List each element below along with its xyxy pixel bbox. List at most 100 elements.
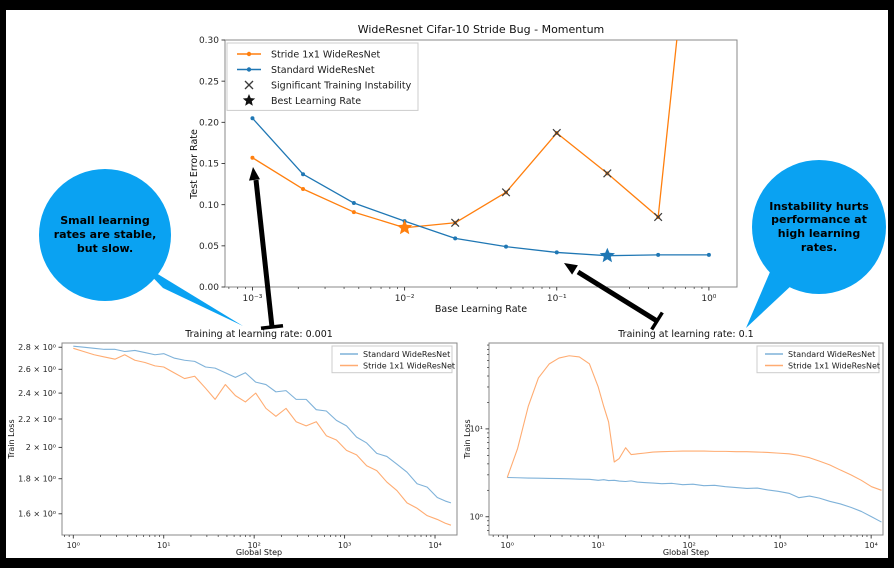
x-tick-label: 10⁻³ bbox=[243, 294, 263, 304]
y-tick-label: 2 × 10⁰ bbox=[26, 443, 56, 452]
bottom-right-chart: 10⁰ 10¹ 10² 10³ 10⁴ 10⁰ 10¹ Training at learnin… bbox=[463, 329, 884, 557]
y-tick-label: 10¹ bbox=[470, 425, 483, 434]
legend: Stride 1x1 WideResNet Standard WideResNet… bbox=[226, 42, 419, 111]
legend-dot-sample bbox=[246, 67, 252, 72]
x-tick-label: 10⁰ bbox=[701, 294, 716, 304]
data-point bbox=[453, 236, 458, 241]
y-tick-label: 1.6 × 10⁰ bbox=[18, 510, 56, 519]
axis-ticks: 10⁰ 10¹ 10² 10³ 10⁴ 1.6 × 10⁰ 1.8 × 10⁰ 2 × 10⁰… bbox=[18, 343, 442, 550]
y-tick-label: 0.00 bbox=[199, 283, 219, 293]
legend-star-sample bbox=[242, 94, 256, 106]
data-point bbox=[656, 252, 661, 257]
data-point bbox=[301, 187, 306, 192]
annotation-arrow-right bbox=[564, 263, 664, 331]
x-tick-label: 10⁰ bbox=[501, 541, 514, 550]
series-stride-1x1-wideresnet bbox=[73, 347, 452, 526]
data-point bbox=[554, 250, 559, 255]
y-tick-label: 0.10 bbox=[199, 201, 219, 211]
y-axis-label: Train Loss bbox=[7, 419, 16, 459]
series-standard-wideresnet bbox=[73, 345, 452, 504]
legend-x-sample bbox=[244, 80, 254, 90]
instability-x-marker bbox=[552, 128, 561, 138]
figure-canvas bbox=[6, 10, 888, 558]
callout-bubble-right: Instability hurts performance at high le… bbox=[752, 160, 886, 294]
x-tick-label: 10³ bbox=[338, 541, 351, 550]
y-axis-label: Test Error Rate bbox=[189, 129, 200, 200]
annotation-markers bbox=[397, 128, 663, 263]
instability-x-marker bbox=[653, 212, 663, 222]
callout-text-left: Small learning rates are stable, but slo… bbox=[53, 214, 157, 255]
x-tick-label: 10² bbox=[247, 541, 260, 550]
axis-ticks: 10⁻³ 10⁻² 10⁻¹ 10⁰ 0.00 0.05 0.10 0.15 0.20 0.25 0… bbox=[199, 36, 717, 304]
annotation-arrow-left bbox=[249, 167, 284, 331]
y-tick-label: 2.6 × 10⁰ bbox=[18, 365, 56, 374]
x-tick-label: 10¹ bbox=[592, 541, 605, 550]
y-axis-label: Train Loss bbox=[463, 419, 472, 459]
callout-tail-right bbox=[746, 272, 793, 328]
x-tick-label: 10³ bbox=[773, 541, 786, 550]
best-lr-star-marker bbox=[397, 219, 413, 235]
y-tick-label: 0.05 bbox=[199, 242, 219, 252]
series-stride-1x1-wideresnet bbox=[252, 40, 678, 229]
legend-label: Stride 1x1 WideResNet bbox=[271, 49, 381, 60]
legend: Standard WideResNet Stride 1x1 WideResNet bbox=[331, 345, 455, 374]
x-tick-label: 10⁻¹ bbox=[547, 294, 567, 304]
top-chart: 10⁻³ 10⁻² 10⁻¹ 10⁰ 0.00 0.05 0.10 0.15 0.20 0.25 0… bbox=[189, 23, 738, 315]
legend-box bbox=[331, 345, 453, 374]
instability-x-marker bbox=[501, 188, 511, 197]
instability-x-marker bbox=[450, 218, 460, 228]
callout-text-right: Instability hurts performance at high le… bbox=[769, 199, 869, 254]
legend-box bbox=[756, 345, 880, 374]
legend-label: Standard WideResNet bbox=[271, 65, 375, 76]
y-tick-label: 0.30 bbox=[199, 36, 219, 46]
y-tick-label: 0.20 bbox=[199, 118, 219, 128]
y-tick-label: 2.8 × 10⁰ bbox=[18, 343, 56, 352]
y-tick-label: 2.2 × 10⁰ bbox=[18, 415, 56, 424]
series-layer bbox=[73, 345, 452, 526]
x-axis-label: Base Learning Rate bbox=[435, 304, 527, 315]
series-layer bbox=[506, 355, 882, 523]
legend-label: Significant Training Instability bbox=[271, 80, 412, 91]
y-tick-label: 1.8 × 10⁰ bbox=[18, 475, 56, 484]
x-tick-label: 10⁻² bbox=[395, 294, 415, 304]
legend-dot-sample bbox=[246, 51, 252, 57]
callout-bubble-left: Small learning rates are stable, but slo… bbox=[39, 169, 171, 301]
series-stride-1x1-wideresnet bbox=[506, 355, 882, 491]
x-tick-label: 10¹ bbox=[157, 541, 170, 550]
data-point bbox=[301, 172, 306, 177]
chart-title: WideResnet Cifar-10 Stride Bug - Momentu… bbox=[358, 23, 605, 36]
data-point bbox=[250, 116, 255, 121]
x-axis-label: Global Step bbox=[236, 548, 282, 557]
best-lr-star-marker bbox=[599, 247, 615, 263]
bottom-left-chart: 10⁰ 10¹ 10² 10³ 10⁴ 1.6 × 10⁰ 1.8 × 10⁰ 2 × 10⁰… bbox=[7, 329, 458, 557]
data-point bbox=[706, 252, 711, 257]
data-point bbox=[504, 244, 509, 249]
y-tick-label: 0.15 bbox=[199, 160, 219, 170]
x-tick-label: 10⁰ bbox=[67, 541, 80, 550]
callout-tail-left bbox=[138, 262, 243, 326]
y-tick-label: 0.25 bbox=[199, 77, 219, 87]
legend: Standard WideResNet Stride 1x1 WideResNet bbox=[756, 345, 880, 374]
chart-title: Training at learning rate: 0.001 bbox=[184, 329, 333, 340]
x-axis-label: Global Step bbox=[663, 548, 709, 557]
plot-border bbox=[61, 342, 458, 536]
plot-border bbox=[488, 342, 884, 536]
legend-label: Stride 1x1 WideResNet bbox=[363, 361, 455, 370]
series-standard-wideresnet bbox=[251, 117, 709, 257]
series-standard-wideresnet bbox=[507, 476, 882, 523]
chart-title: Training at learning rate: 0.1 bbox=[617, 329, 753, 340]
legend-label: Standard WideResNet bbox=[788, 350, 875, 359]
legend-label: Standard WideResNet bbox=[363, 350, 450, 359]
data-point bbox=[351, 201, 356, 206]
instability-x-marker bbox=[603, 169, 612, 178]
x-tick-label: 10⁴ bbox=[864, 541, 877, 550]
x-tick-label: 10⁴ bbox=[428, 541, 441, 550]
y-tick-label: 2.4 × 10⁰ bbox=[18, 389, 56, 398]
data-point bbox=[351, 210, 356, 215]
axis-ticks: 10⁰ 10¹ 10² 10³ 10⁴ 10⁰ 10¹ bbox=[470, 344, 878, 550]
y-tick-label: 10⁰ bbox=[470, 513, 483, 522]
legend-label: Best Learning Rate bbox=[271, 96, 361, 107]
